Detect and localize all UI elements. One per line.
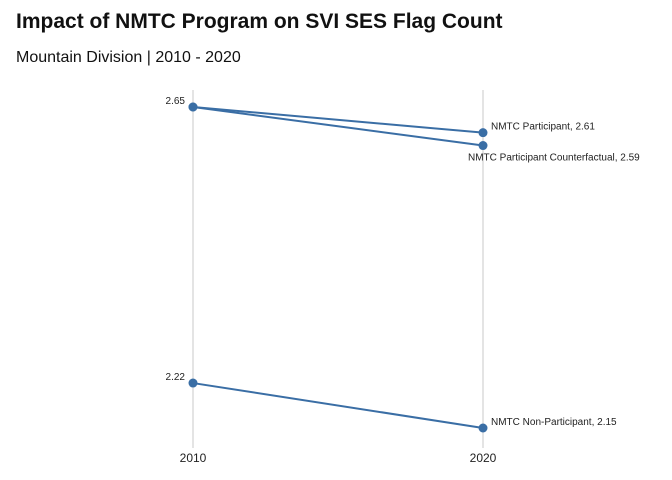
data-point-nmtc-non-participant-2010: [188, 378, 198, 388]
series-line-nmtc-participant: [192, 106, 484, 134]
series-line-nmtc-non-participant: [192, 382, 484, 429]
x-tick-label-2010: 2010: [180, 451, 207, 465]
end-label-nmtc-participant-counterfactual: NMTC Participant Counterfactual, 2.59: [468, 153, 640, 164]
start-label-nmtc-participant: 2.65: [166, 96, 186, 107]
data-point-nmtc-participant-counterfactual-2010: [188, 102, 198, 112]
start-label-nmtc-non-participant: 2.22: [166, 372, 186, 383]
end-label-nmtc-non-participant: NMTC Non-Participant, 2.15: [491, 417, 617, 428]
end-label-nmtc-participant: NMTC Participant, 2.61: [491, 122, 595, 133]
data-point-nmtc-non-participant-2020: [478, 423, 488, 433]
data-point-nmtc-participant-counterfactual-2020: [478, 141, 488, 151]
data-point-nmtc-participant-2020: [478, 128, 488, 138]
chart-subtitle: Mountain Division | 2010 - 2020: [16, 49, 241, 66]
chart-title: Impact of NMTC Program on SVI SES Flag C…: [16, 10, 503, 33]
series-line-nmtc-participant-counterfactual: [192, 106, 484, 147]
x-tick-label-2020: 2020: [470, 451, 497, 465]
